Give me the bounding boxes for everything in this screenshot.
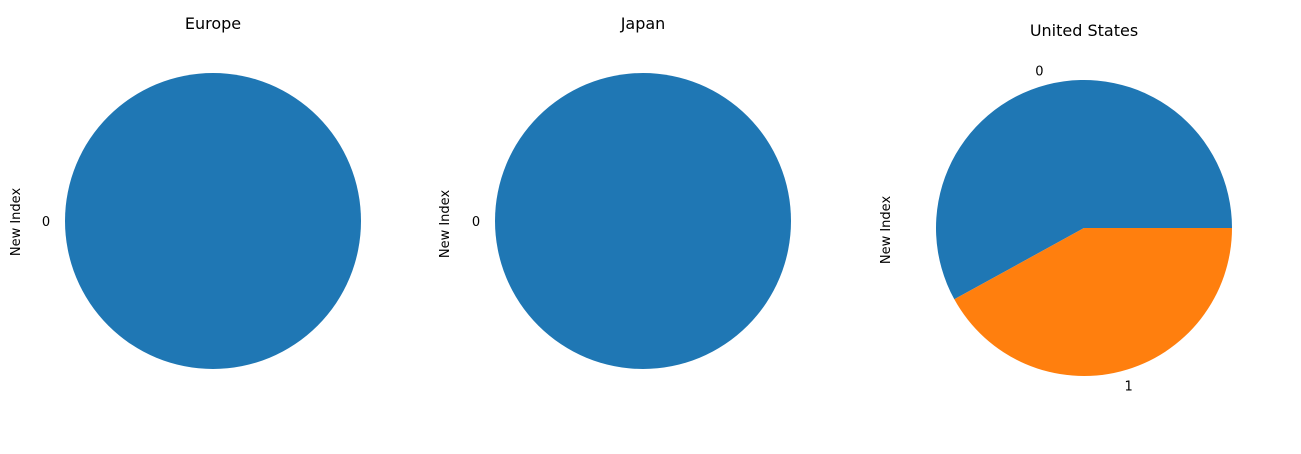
pie-slice-0 bbox=[65, 73, 361, 369]
y-axis-label: New Index bbox=[438, 190, 453, 259]
pie-slice-1 bbox=[954, 228, 1232, 376]
chart-title: United States bbox=[1030, 21, 1138, 40]
chart-title: Japan bbox=[620, 14, 666, 33]
pie-slices: 01 bbox=[935, 64, 1232, 395]
slice-label: 0 bbox=[472, 215, 480, 230]
pie-slice-0 bbox=[495, 73, 791, 369]
slice-label: 0 bbox=[42, 215, 50, 230]
slice-label: 0 bbox=[1035, 64, 1043, 79]
pie-slice-0 bbox=[935, 79, 1232, 300]
chart-title: Europe bbox=[185, 14, 241, 33]
y-axis-label: New Index bbox=[879, 196, 894, 265]
pie-slices: 0 bbox=[42, 73, 361, 369]
y-axis-label: New Index bbox=[9, 188, 24, 257]
slice-label: 1 bbox=[1124, 380, 1132, 395]
pie-chart-japan: Japan New Index 0 bbox=[438, 14, 791, 369]
pie-chart-united-states: United States New Index 01 bbox=[879, 21, 1232, 395]
pie-chart-europe: Europe New Index 0 bbox=[9, 14, 361, 369]
pie-slices: 0 bbox=[472, 73, 791, 369]
